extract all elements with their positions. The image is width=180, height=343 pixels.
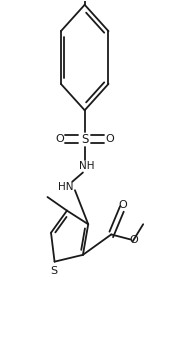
Text: O: O — [106, 134, 114, 144]
Text: O: O — [55, 134, 64, 144]
Text: O: O — [118, 200, 127, 210]
Text: S: S — [50, 266, 57, 276]
Text: HN: HN — [58, 182, 74, 192]
Text: NH: NH — [79, 162, 94, 172]
Text: O: O — [129, 235, 138, 245]
Text: S: S — [81, 133, 88, 146]
